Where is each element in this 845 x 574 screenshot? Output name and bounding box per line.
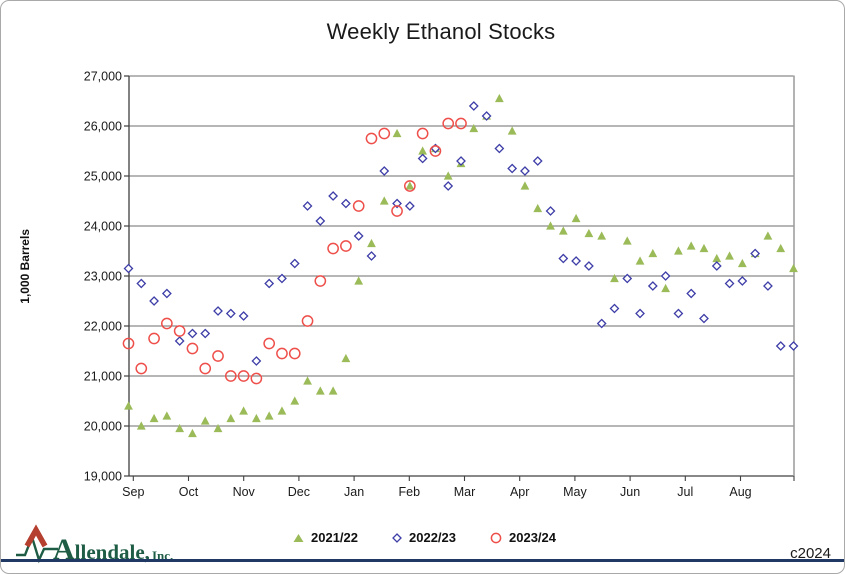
legend-item-2021-22: 2021/22 — [293, 530, 358, 545]
svg-text:19,000: 19,000 — [84, 470, 122, 484]
svg-text:Sep: Sep — [122, 485, 144, 499]
svg-text:Dec: Dec — [288, 485, 310, 499]
svg-text:26,000: 26,000 — [84, 120, 122, 134]
svg-text:Jan: Jan — [344, 485, 364, 499]
legend-item-2022-23: 2022/23 — [392, 530, 456, 545]
svg-text:May: May — [563, 485, 587, 499]
svg-text:24,000: 24,000 — [84, 220, 122, 234]
svg-text:20,000: 20,000 — [84, 420, 122, 434]
chart-canvas: 19,000 20,000 21,000 22,000 23,000 24,000 25,0… — [84, 70, 799, 499]
legend-label: 2021/22 — [311, 530, 358, 545]
brand-name: Allendale, — [53, 533, 150, 566]
legend-label: 2022/23 — [409, 530, 456, 545]
svg-text:21,000: 21,000 — [84, 370, 122, 384]
chart-legend: 2021/22 2022/23 2023/24 — [293, 530, 556, 545]
svg-text:Apr: Apr — [510, 485, 529, 499]
legend-item-2023-24: 2023/24 — [490, 530, 556, 545]
svg-text:22,000: 22,000 — [84, 320, 122, 334]
svg-text:Aug: Aug — [729, 485, 751, 499]
svg-text:27,000: 27,000 — [84, 70, 122, 84]
svg-text:Jun: Jun — [620, 485, 640, 499]
chart-title: Weekly Ethanol Stocks — [326, 19, 556, 44]
svg-text:Oct: Oct — [179, 485, 199, 499]
allendale-logo-icon — [16, 524, 58, 564]
legend-label: 2023/24 — [509, 530, 556, 545]
circle-marker-icon — [490, 532, 502, 543]
svg-text:23,000: 23,000 — [84, 270, 122, 284]
bottom-divider — [1, 559, 844, 562]
copyright-note: c2024 — [790, 545, 831, 562]
svg-text:Feb: Feb — [399, 485, 421, 499]
svg-text:Jul: Jul — [677, 485, 693, 499]
diamond-marker-icon — [392, 532, 402, 543]
svg-text:Mar: Mar — [454, 485, 476, 499]
svg-text:25,000: 25,000 — [84, 170, 122, 184]
triangle-marker-icon — [293, 533, 304, 542]
svg-text:Nov: Nov — [233, 485, 256, 499]
brand-suffix: Inc. — [151, 547, 174, 563]
